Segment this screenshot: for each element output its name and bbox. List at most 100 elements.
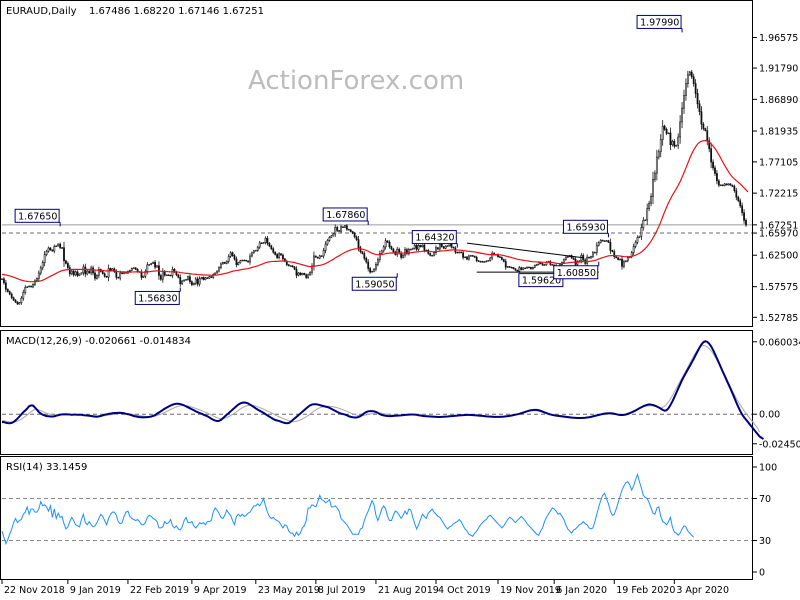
candle-body [483,261,486,263]
candle-body [305,274,308,278]
annotation-label: 1.60850 [557,268,596,279]
candle-body [309,271,311,276]
candle-body [216,270,218,274]
candle-body [384,240,387,248]
candle-body [326,240,329,245]
candle-body [452,246,455,249]
candle-body [576,261,579,265]
candle-body [417,245,420,250]
candle-body [324,243,327,251]
candle-body [617,257,620,260]
candle-body [663,125,666,130]
candle-body [514,268,517,271]
candle-body [652,179,654,197]
candle-body [45,250,48,256]
candle-body [375,263,377,270]
candle-body [450,243,453,248]
candle-body [634,241,637,247]
macd-axis-tick-label: -0.024504 [759,439,800,450]
candle-body [646,208,649,221]
macd-axis: 0.060034 0.00 -0.024504 [752,337,800,450]
candle-body [185,279,187,281]
candle-body [423,244,426,251]
candle-body [642,219,645,228]
macd-lines [1,340,765,440]
candle-body [485,260,488,263]
candle-body [466,256,468,260]
candle-body [1,278,3,280]
price-axis-tick-label: 1.86890 [759,95,798,106]
candle-body [291,265,294,268]
annotation-label: 1.67650 [18,211,57,222]
candle-body [378,253,381,260]
candle-body [530,267,532,270]
candle-body [477,260,480,262]
rsi-axis-tick-label: 100 [759,463,777,474]
annotation-box [322,207,368,222]
candle-body [16,301,19,305]
price-axis-tick-label: 1.77105 [759,157,798,168]
candle-body [607,240,610,243]
candle-body [510,266,513,269]
candle-body [688,71,691,76]
candle-body [624,260,627,263]
candle-body [719,184,722,187]
candle-body [351,231,354,234]
candle-body [679,121,682,138]
candle-body [270,245,273,250]
price-annotations: 1.97990 1.67650 1.67860 1.64320 1.65930 1.568… [14,14,683,305]
moving-average-path [1,139,749,283]
candle-body [661,125,664,140]
candle-body [200,277,203,280]
candle-body [152,261,155,264]
candle-body [251,252,253,257]
candle-body [648,202,651,210]
candle-body [22,292,25,299]
candle-body [47,247,50,252]
candle-body [268,242,271,247]
candle-body [440,243,443,247]
candle-body [702,123,705,129]
candle-body [347,228,350,231]
candle-body [609,241,612,251]
price-axis-tick-label: 1.52785 [759,313,798,324]
candle-body [301,273,304,276]
candle-body [458,251,461,254]
candle-body [365,258,368,263]
price-axis: 1.96575 1.91790 1.86890 1.81935 1.77105 1.722… [752,33,798,324]
candle-body [601,239,604,242]
candle-body [96,275,98,279]
annotation-label: 1.65930 [566,222,605,233]
candle-body [623,261,625,267]
candle-body [442,246,445,249]
candle-body [169,274,172,277]
candle-body [338,230,341,232]
candle-body [278,253,280,258]
candle-body [235,258,238,265]
rsi-axis-tick-label: 0 [759,568,765,579]
candle-body [198,278,201,285]
candle-body [130,268,133,271]
candle-body [223,262,226,264]
annotation-label: 1.97990 [640,17,679,28]
candle-body [167,274,170,277]
candle-body [318,255,321,259]
price-guides [2,224,752,234]
moving-average [1,139,749,283]
candle-body [694,83,697,94]
annotation-box [411,230,457,245]
candle-body [429,253,432,256]
candle-body [683,95,685,109]
rsi-guides [2,498,752,541]
candle-body [134,267,137,270]
candle-body [154,261,156,268]
candle-body [745,220,747,226]
candle-body [18,302,21,305]
candle-body [415,245,418,250]
candle-body [446,245,449,247]
candle-body [239,260,242,264]
candle-body [344,225,346,228]
rsi-axis-tick-label: 70 [759,494,771,505]
x-axis-tick-label: 22 Nov 2018 [4,585,65,596]
candle-body [717,180,720,186]
